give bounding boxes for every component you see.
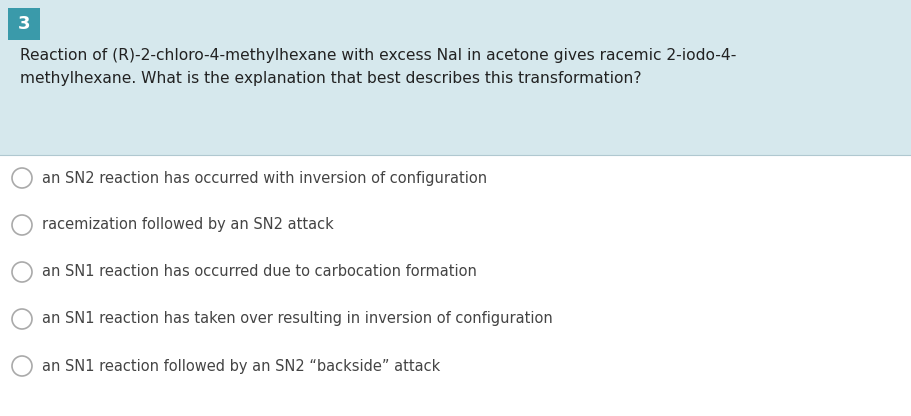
Text: 3: 3	[17, 15, 30, 33]
Text: methylhexane. What is the explanation that best describes this transformation?: methylhexane. What is the explanation th…	[20, 71, 641, 86]
Text: Reaction of (R)-2-chloro-4-methylhexane with excess NaI in acetone gives racemic: Reaction of (R)-2-chloro-4-methylhexane …	[20, 48, 735, 63]
Text: an SN2 reaction has occurred with inversion of configuration: an SN2 reaction has occurred with invers…	[42, 171, 486, 186]
Text: racemization followed by an SN2 attack: racemization followed by an SN2 attack	[42, 218, 333, 233]
FancyBboxPatch shape	[8, 8, 40, 40]
FancyBboxPatch shape	[0, 0, 911, 155]
Text: an SN1 reaction has occurred due to carbocation formation: an SN1 reaction has occurred due to carb…	[42, 265, 476, 280]
Text: an SN1 reaction has taken over resulting in inversion of configuration: an SN1 reaction has taken over resulting…	[42, 312, 552, 327]
Text: an SN1 reaction followed by an SN2 “backside” attack: an SN1 reaction followed by an SN2 “back…	[42, 359, 440, 374]
